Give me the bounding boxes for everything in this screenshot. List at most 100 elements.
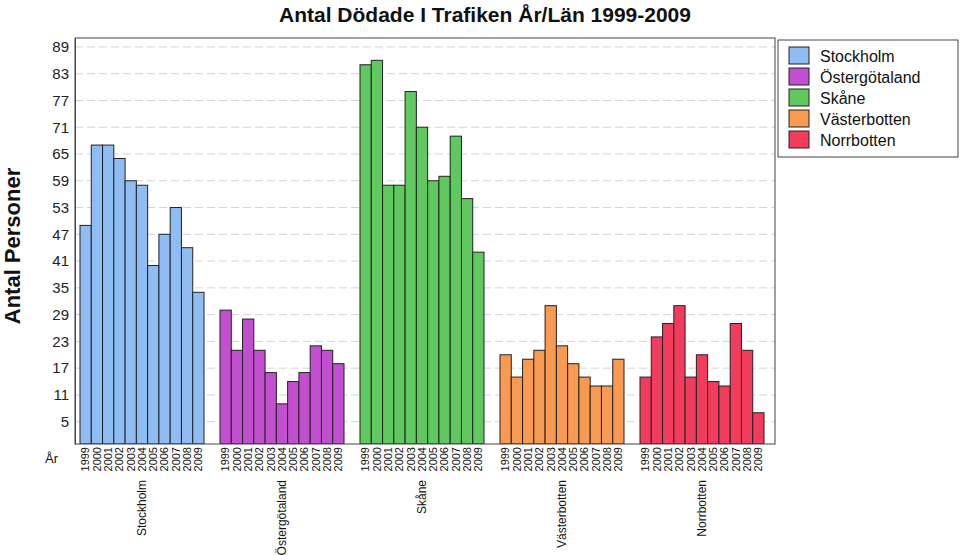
group-label: Stockholm [135,480,149,536]
x-axis-title: År [45,451,59,466]
bar [416,127,427,444]
x-tick: 2004 [696,444,708,471]
x-axis: 1999200020012002200320042005200620072008… [219,444,344,471]
x-tick-label: 2009 [192,447,204,471]
legend-swatch [789,110,809,127]
bar [299,373,310,444]
x-tick-label: 2005 [567,447,579,471]
x-tick-label: 2007 [170,447,182,471]
y-tick: 83 [52,65,75,82]
x-tick-label: 1999 [639,447,651,471]
y-tick-label: 23 [52,333,69,350]
bar [730,324,741,444]
bar [310,346,321,444]
bar [80,225,91,444]
y-tick-label: 89 [52,38,69,55]
bar [136,185,147,444]
x-tick: 1999 [499,444,511,471]
legend-box [778,40,958,157]
x-tick-label: 2003 [685,447,697,471]
bar [159,234,170,444]
legend-swatch [789,68,809,85]
title: Antal Dödade I Trafiken År/Län 1999-2009 [279,3,691,26]
x-tick: 2000 [651,444,663,471]
x-tick: 2009 [472,444,484,471]
x-tick-label: 2000 [511,447,523,471]
y-axis: 51117232935414753596571778389 [52,38,75,444]
bar [568,364,579,444]
y-tick-label: 29 [52,306,69,323]
bar [590,386,601,444]
bar [103,145,114,444]
x-tick: 2008 [461,444,473,471]
bar-group [220,310,344,444]
legend-swatch [789,47,809,64]
bar [428,181,439,444]
x-tick-label: 2004 [416,447,428,471]
x-tick-label: 2007 [590,447,602,471]
x-tick: 2006 [158,444,170,471]
x-axis-line [361,444,485,445]
x-tick: 1999 [219,444,231,471]
x-tick: 2006 [438,444,450,471]
x-tick-label: 2001 [242,447,254,471]
bar-group [500,306,624,444]
x-axis: 1999200020012002200320042005200620072008… [359,444,484,471]
x-tick: 2001 [382,444,394,471]
x-tick: 2005 [427,444,439,471]
x-tick-label: 1999 [359,447,371,471]
plot-frame [75,38,775,444]
bar [674,306,685,444]
y-tick-label: 59 [52,172,69,189]
bar [114,158,125,444]
x-tick-label: 2000 [371,447,383,471]
x-tick-label: 2001 [522,447,534,471]
x-tick-label: 2003 [545,447,557,471]
x-tick: 2005 [287,444,299,471]
bar [741,350,752,444]
y-tick: 65 [52,145,75,162]
x-axis-line [221,444,345,445]
x-tick: 2008 [321,444,333,471]
x-tick: 2005 [707,444,719,471]
legend-label: Östergötaland [820,69,921,86]
bar [193,292,204,444]
x-tick: 2003 [545,444,557,471]
x-tick: 2003 [125,444,137,471]
bar [545,306,556,444]
x-tick: 2003 [265,444,277,471]
bar-group [640,306,764,444]
y-tick: 53 [52,199,75,216]
bar [288,382,299,444]
x-tick-label: 1999 [219,447,231,471]
x-tick-label: 2006 [438,447,450,471]
bar [439,176,450,444]
x-tick: 1999 [359,444,371,471]
x-tick-label: 2005 [427,447,439,471]
x-tick-label: 2002 [113,447,125,471]
x-axis-line [641,444,765,445]
y-tick-label: 65 [52,145,69,162]
x-tick-label: 2001 [662,447,674,471]
bar-group [360,60,484,444]
x-tick: 2003 [685,444,697,471]
x-tick: 2001 [242,444,254,471]
x-tick-label: 2002 [673,447,685,471]
x-tick-label: 2002 [393,447,405,471]
y-tick-label: 17 [52,359,69,376]
x-tick: 2008 [741,444,753,471]
x-tick: 2002 [673,444,685,471]
x-tick: 2002 [113,444,125,471]
x-tick: 2005 [567,444,579,471]
legend-swatch [789,89,809,106]
y-tick: 11 [53,386,75,403]
x-tick: 2004 [416,444,428,471]
legend-label: Stockholm [820,48,895,65]
bar [91,145,102,444]
bar [556,346,567,444]
x-tick-label: 2006 [718,447,730,471]
x-tick-label: 2008 [321,447,333,471]
x-tick-label: 2003 [125,447,137,471]
x-tick: 2003 [405,444,417,471]
x-tick: 1999 [79,444,91,471]
